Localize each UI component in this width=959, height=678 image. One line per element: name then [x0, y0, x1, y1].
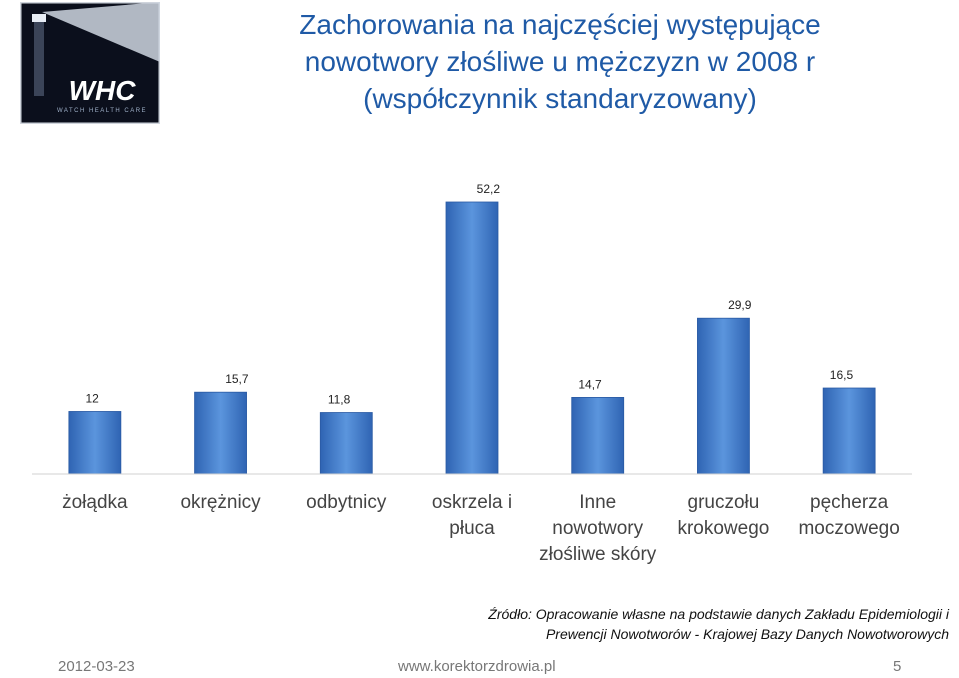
category-label-2-0: odbytnicy [306, 492, 387, 513]
footer-url[interactable]: www.korektorzdrowia.pl [398, 658, 556, 675]
logo-text: WHC [69, 75, 137, 106]
value-label-4: 14,7 [578, 377, 602, 391]
category-label-6-0: pęcherza [810, 492, 889, 513]
category-label-1-0: okrężnicy [180, 492, 261, 513]
category-label-6-1: moczowego [798, 518, 899, 539]
title-line-3: (współczynnik standaryzowany) [363, 83, 757, 114]
bar-6 [822, 387, 876, 475]
bar-0 [68, 411, 122, 475]
value-label-3: 52,2 [477, 182, 501, 196]
category-label-4-1: nowotwory [552, 518, 643, 539]
value-label-2: 11,8 [328, 393, 351, 407]
category-label-5-0: gruczołu [688, 492, 760, 513]
category-label-4-2: złośliwe skóry [539, 544, 657, 565]
bar-1 [194, 391, 247, 475]
bar-3 [445, 201, 499, 475]
source-line-2: Prewencji Nowotworów - Krajowej Bazy Dan… [545, 626, 949, 642]
bar-2 [319, 412, 373, 475]
category-label-0-0: żołądka [62, 492, 128, 513]
value-label-6: 16,5 [830, 368, 854, 382]
category-label-3-0: oskrzela i [432, 492, 512, 513]
category-label-3-1: płuca [449, 518, 495, 539]
whc-logo: WHC WATCH HEALTH CARE [20, 2, 160, 124]
source-line-1: Źródło: Opracowanie własne na podstawie … [488, 606, 949, 622]
slide-title: Zachorowania na najczęściej występujące … [190, 6, 930, 117]
value-label-5: 29,9 [728, 298, 752, 312]
category-label-4-0: Inne [579, 492, 616, 513]
category-label-5-1: krokowego [677, 518, 769, 539]
title-line-2: nowotwory złośliwe u mężczyzn w 2008 r [304, 46, 816, 77]
page-number: 5 [893, 658, 902, 675]
logo-subtext: WATCH HEALTH CARE [57, 108, 147, 114]
footer-date: 2012-03-23 [58, 658, 135, 675]
value-label-0: 12 [85, 391, 99, 405]
value-label-1: 15,7 [225, 372, 249, 386]
title-line-1: Zachorowania na najczęściej występujące [299, 9, 821, 40]
bar-5 [697, 317, 750, 475]
bar-4 [571, 397, 625, 475]
source-note: Źródło: Opracowanie własne na podstawie … [389, 604, 949, 644]
